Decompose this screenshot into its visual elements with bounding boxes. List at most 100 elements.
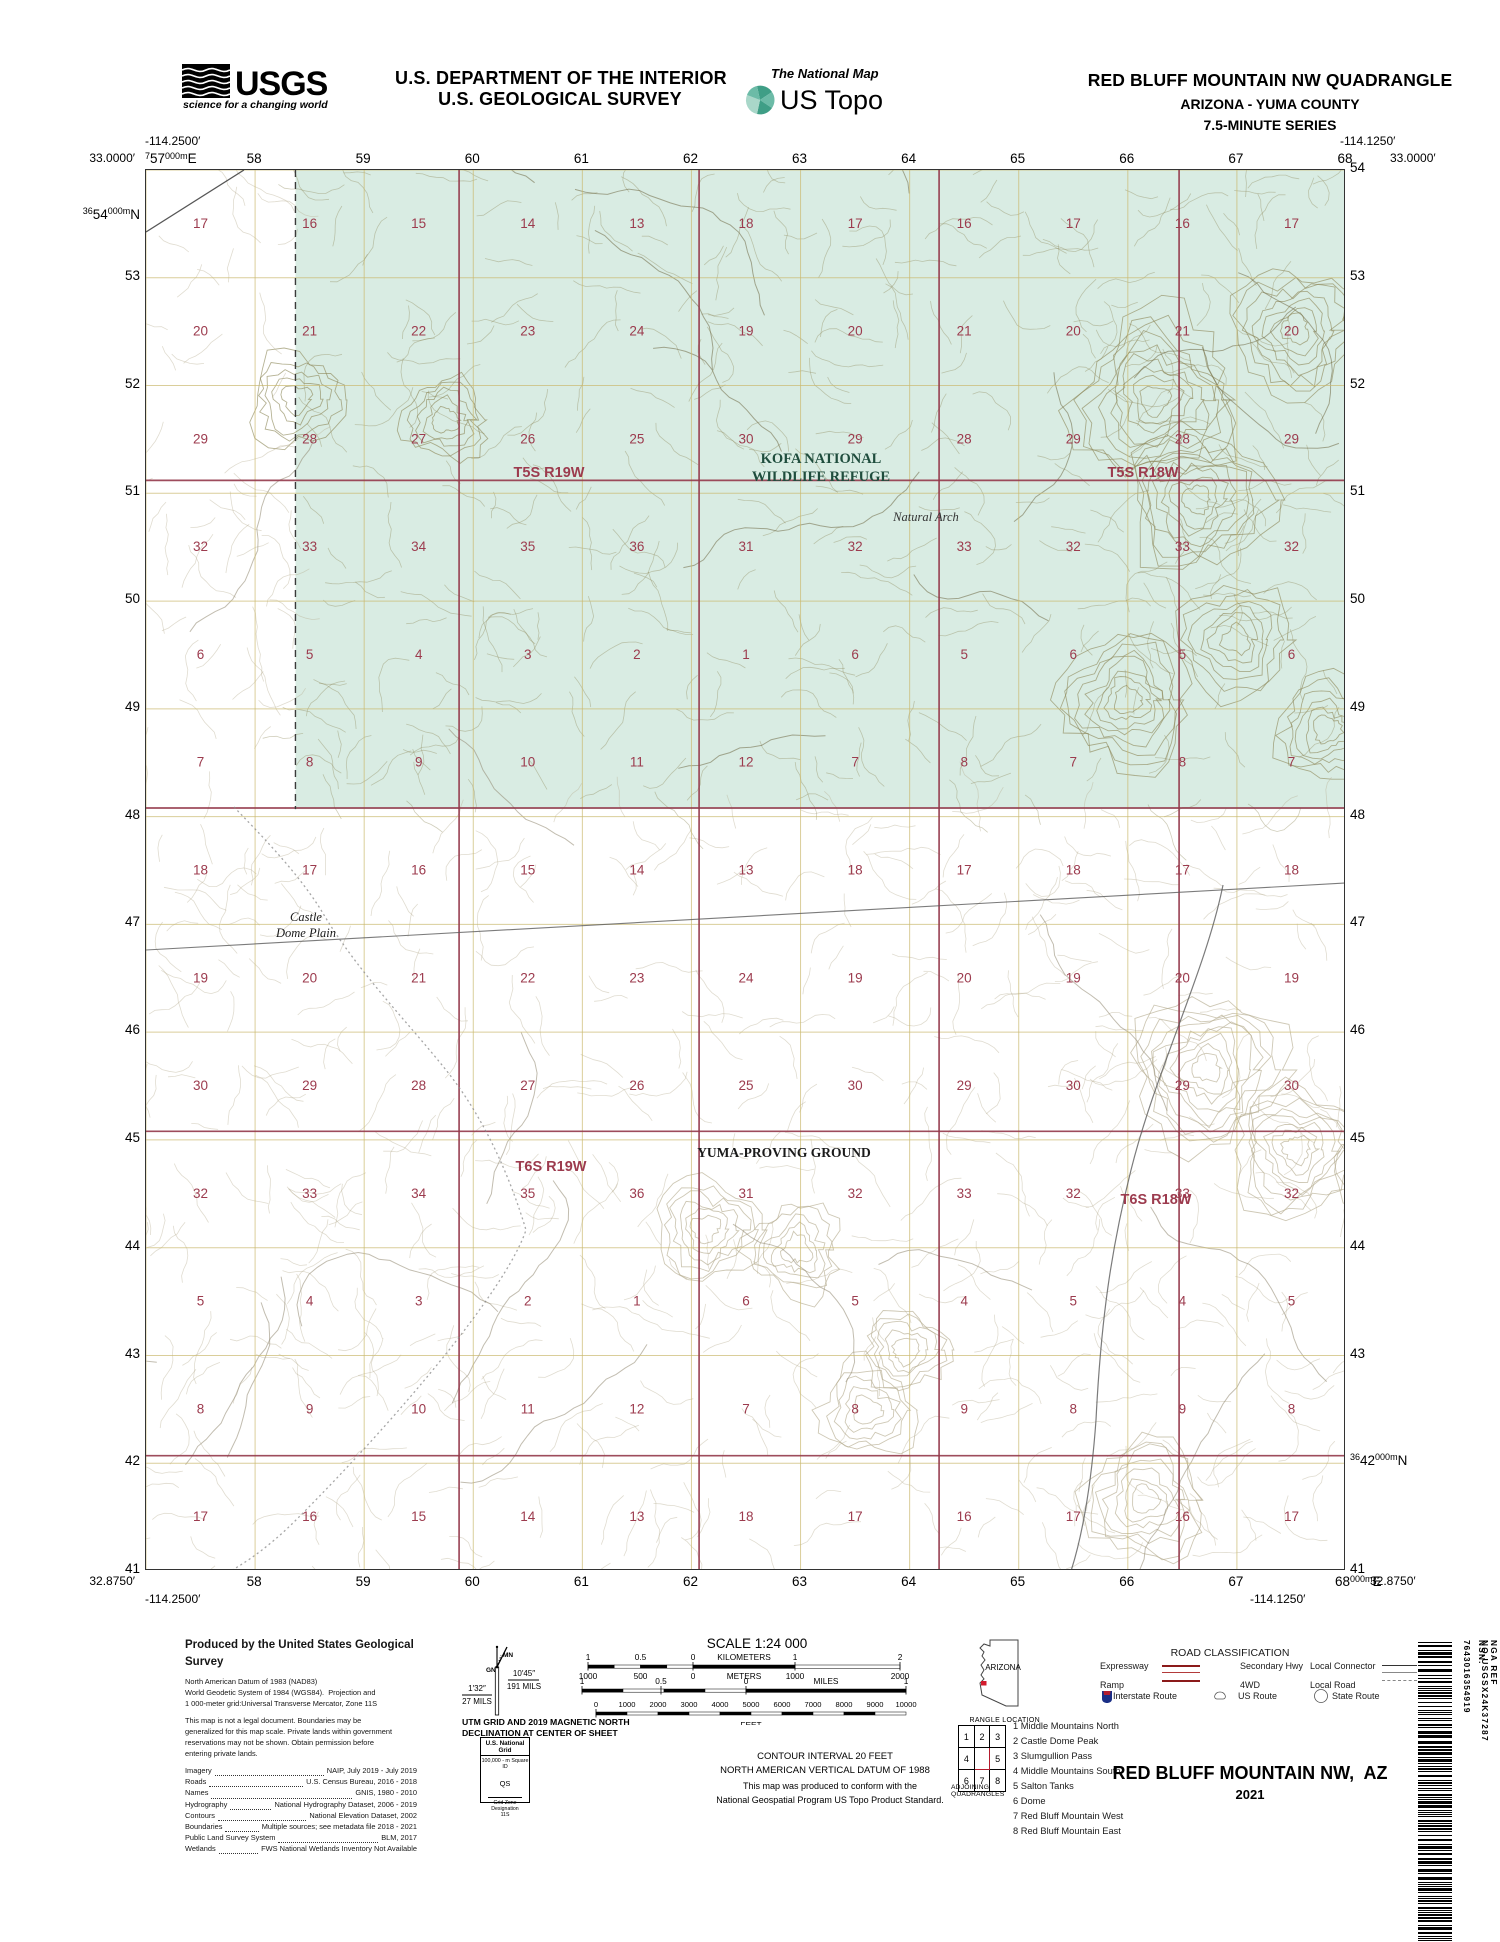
svg-text:Dome Plain: Dome Plain [275,926,336,940]
svg-text:1: 1 [580,1676,585,1686]
svg-text:12: 12 [738,755,753,770]
svg-text:29: 29 [1284,431,1299,446]
svg-text:7: 7 [1070,755,1078,770]
svg-text:5: 5 [1179,647,1187,662]
svg-text:9000: 9000 [867,1700,884,1709]
svg-text:21: 21 [411,970,426,985]
svg-text:21: 21 [302,324,317,339]
svg-text:29: 29 [1066,431,1081,446]
svg-text:8: 8 [1179,755,1187,770]
svg-text:500: 500 [634,1671,648,1681]
svg-text:5: 5 [851,1294,859,1309]
svg-text:8: 8 [851,1401,859,1416]
svg-text:0: 0 [744,1676,749,1686]
svg-text:32: 32 [1284,539,1299,554]
svg-text:20: 20 [1175,970,1190,985]
svg-text:13: 13 [629,1509,644,1524]
svg-text:35: 35 [520,1186,535,1201]
svg-text:30: 30 [1284,1078,1299,1093]
svg-text:26: 26 [629,1078,644,1093]
svg-text:30: 30 [848,1078,863,1093]
svg-text:32: 32 [1284,1186,1299,1201]
svg-text:8: 8 [197,1401,205,1416]
svg-text:16: 16 [302,1509,317,1524]
svg-text:33: 33 [302,539,317,554]
svg-text:17: 17 [1175,863,1190,878]
svg-text:15: 15 [520,863,535,878]
svg-text:6: 6 [742,1294,750,1309]
svg-text:17: 17 [848,1509,863,1524]
svg-text:16: 16 [411,863,426,878]
svg-text:1: 1 [633,1294,641,1309]
svg-text:34: 34 [411,539,427,554]
svg-text:18: 18 [1066,863,1081,878]
svg-text:12: 12 [629,1401,644,1416]
svg-text:31: 31 [738,539,753,554]
svg-text:33: 33 [957,539,972,554]
svg-text:WILDLIFE REFUGE: WILDLIFE REFUGE [752,469,890,485]
svg-text:14: 14 [520,216,536,231]
svg-text:4: 4 [960,1294,968,1309]
svg-text:USGS: USGS [235,65,328,103]
svg-text:30: 30 [1066,1078,1081,1093]
svg-text:27 MILS: 27 MILS [462,1697,492,1706]
svg-text:20: 20 [193,324,208,339]
svg-text:23: 23 [629,970,644,985]
svg-text:10: 10 [411,1401,426,1416]
svg-text:GN: GN [486,1667,496,1674]
svg-text:32: 32 [193,1186,208,1201]
svg-text:2: 2 [524,1294,532,1309]
svg-text:14: 14 [629,863,645,878]
svg-text:7: 7 [197,755,205,770]
svg-text:T6S R19W: T6S R19W [516,1159,587,1175]
svg-text:10: 10 [520,755,535,770]
svg-text:29: 29 [193,431,208,446]
svg-text:16: 16 [1175,1509,1190,1524]
svg-text:T6S R18W: T6S R18W [1121,1192,1192,1208]
svg-text:17: 17 [957,863,972,878]
svg-text:9: 9 [1179,1401,1187,1416]
svg-text:7: 7 [851,755,859,770]
svg-text:8: 8 [306,755,314,770]
svg-text:23: 23 [520,324,535,339]
svg-text:6: 6 [1288,647,1296,662]
svg-text:32: 32 [848,539,863,554]
svg-text:6: 6 [1070,647,1078,662]
svg-text:18: 18 [848,863,863,878]
svg-text:8: 8 [960,755,968,770]
svg-text:18: 18 [193,863,208,878]
svg-text:30: 30 [193,1078,208,1093]
svg-text:25: 25 [629,431,644,446]
svg-text:9: 9 [960,1401,968,1416]
svg-text:16: 16 [957,216,972,231]
svg-text:Castle: Castle [290,910,322,924]
svg-text:1000: 1000 [786,1671,805,1681]
svg-text:19: 19 [1284,970,1299,985]
svg-text:5000: 5000 [743,1700,760,1709]
svg-text:13: 13 [738,863,753,878]
svg-text:26: 26 [520,431,535,446]
svg-text:3: 3 [415,1294,423,1309]
svg-text:16: 16 [1175,216,1190,231]
svg-text:MILES: MILES [814,1676,839,1686]
svg-text:1: 1 [793,1652,798,1662]
svg-text:6: 6 [197,647,205,662]
svg-text:17: 17 [1284,1509,1299,1524]
svg-text:0.5: 0.5 [635,1652,647,1662]
svg-text:18: 18 [738,1509,753,1524]
svg-text:24: 24 [738,970,754,985]
svg-text:21: 21 [957,324,972,339]
svg-text:20: 20 [1284,324,1299,339]
svg-text:191 MILS: 191 MILS [507,1682,541,1691]
svg-text:9: 9 [306,1401,314,1416]
svg-text:22: 22 [520,970,535,985]
svg-text:17: 17 [193,216,208,231]
svg-text:16: 16 [957,1509,972,1524]
svg-text:6: 6 [851,647,859,662]
svg-text:1′32″: 1′32″ [468,1684,486,1693]
svg-text:science for a changing world: science for a changing world [183,99,328,111]
svg-text:28: 28 [957,431,972,446]
svg-text:18: 18 [738,216,753,231]
svg-text:8: 8 [1288,1401,1296,1416]
svg-text:28: 28 [302,431,317,446]
